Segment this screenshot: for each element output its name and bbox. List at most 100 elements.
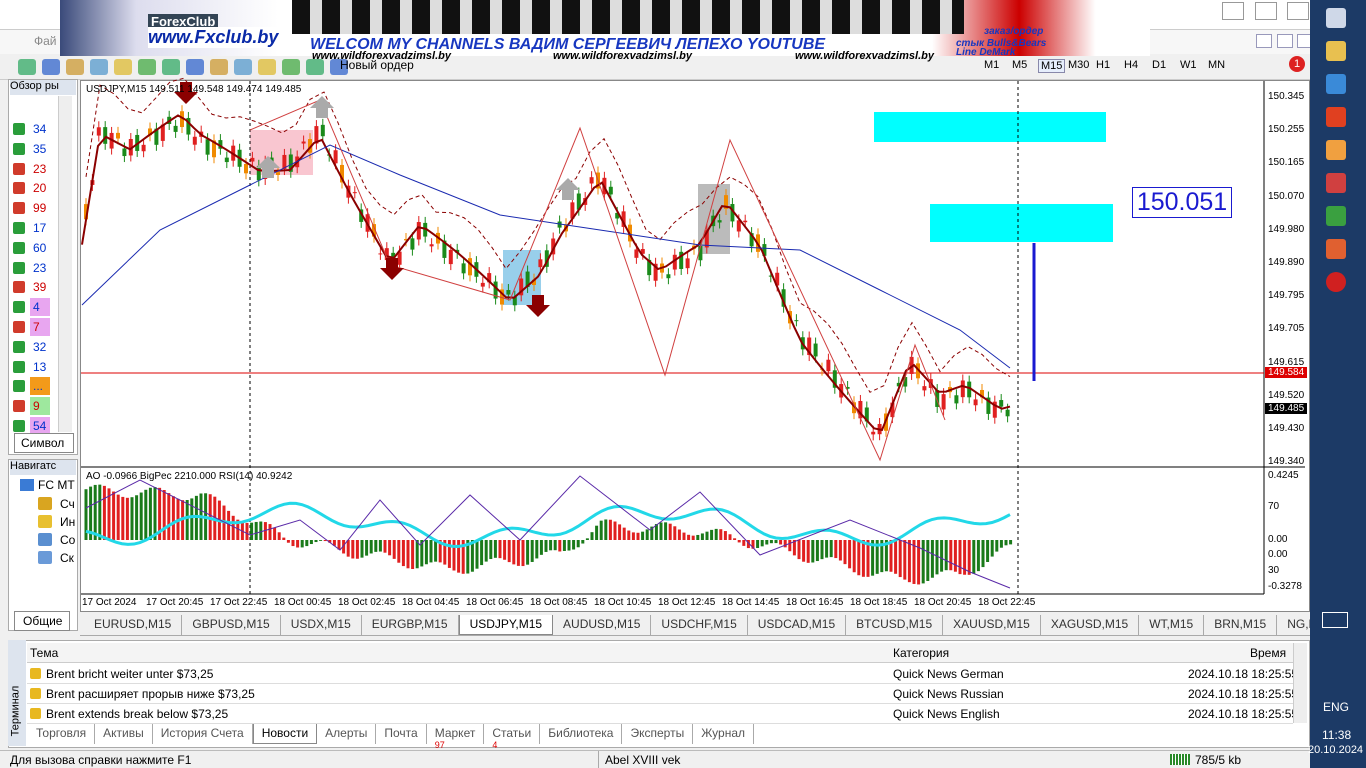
toolbar-icon[interactable] bbox=[186, 59, 204, 75]
tree-item[interactable]: Ин bbox=[60, 515, 76, 529]
ao-bar bbox=[926, 540, 930, 581]
window-button[interactable] bbox=[1222, 2, 1244, 20]
ao-bar bbox=[894, 540, 898, 574]
symbol-tab[interactable]: GBPUSD,M15 bbox=[182, 615, 281, 635]
toolbar-icon[interactable] bbox=[306, 59, 324, 75]
notification-badge[interactable]: 1 bbox=[1289, 56, 1305, 72]
toolbar-icon[interactable] bbox=[138, 59, 156, 75]
ao-bar bbox=[562, 540, 566, 551]
window-button[interactable] bbox=[1277, 34, 1293, 48]
timeframe-button[interactable]: MN bbox=[1208, 59, 1226, 71]
symbol-tab[interactable]: EURGBP,M15 bbox=[362, 615, 459, 635]
symbol-tab[interactable]: USDCAD,M15 bbox=[748, 615, 847, 635]
symbol-tab[interactable]: USDCHF,M15 bbox=[651, 615, 748, 635]
price-tick: 149.615 bbox=[1268, 356, 1305, 368]
ao-bar bbox=[604, 519, 608, 540]
terminal-tab[interactable]: Алерты bbox=[317, 724, 377, 744]
taskbar-icon[interactable] bbox=[1326, 41, 1346, 61]
timeframe-button[interactable]: M30 bbox=[1068, 59, 1090, 71]
timeframe-button[interactable]: W1 bbox=[1180, 59, 1197, 71]
terminal-tab[interactable]: Статьи 4 bbox=[484, 724, 541, 750]
ao-bar bbox=[121, 496, 125, 540]
symbol-tab[interactable]: EURUSD,M15 bbox=[84, 615, 183, 635]
symbol-tab[interactable]: WT,M15 bbox=[1139, 615, 1205, 635]
toolbar-icon[interactable] bbox=[330, 59, 348, 75]
taskbar-lang[interactable]: ENG bbox=[1323, 700, 1350, 714]
news-title[interactable]: Brent extends break below $73,25 bbox=[46, 707, 229, 721]
toolbar-icon[interactable] bbox=[162, 59, 180, 75]
candle-body bbox=[768, 275, 773, 277]
toolbar-icon[interactable] bbox=[234, 59, 252, 75]
banner-url: www.wildforexvadzimsl.by bbox=[795, 50, 934, 62]
window-button[interactable] bbox=[1287, 2, 1309, 20]
symbol-tab[interactable]: BRN,M15 bbox=[1204, 615, 1278, 635]
news-title[interactable]: Brent расширяет прорыв ниже $73,25 bbox=[46, 687, 255, 701]
candle-body bbox=[423, 222, 428, 237]
terminal-tab[interactable]: Новости bbox=[252, 724, 318, 744]
timeframe-button[interactable]: H1 bbox=[1096, 59, 1111, 71]
symbol-tab[interactable]: USDX,M15 bbox=[281, 615, 362, 635]
ao-bar bbox=[999, 540, 1003, 548]
window-button[interactable] bbox=[1255, 2, 1277, 20]
terminal-tab[interactable]: Торговля bbox=[28, 724, 96, 744]
banner-logo: ForexClub bbox=[148, 14, 219, 29]
symbol-tab[interactable]: AUDUSD,M15 bbox=[553, 615, 652, 635]
tree-item[interactable]: Сч bbox=[60, 497, 75, 511]
tree-item[interactable]: Ск bbox=[60, 551, 74, 565]
terminal-tab[interactable]: Журнал bbox=[693, 724, 754, 744]
toolbar-icon[interactable] bbox=[42, 59, 60, 75]
toolbar-icon[interactable] bbox=[66, 59, 84, 75]
panel-tab[interactable]: Общие bbox=[14, 611, 70, 631]
window-button[interactable] bbox=[1256, 34, 1272, 48]
symbol-tab[interactable]: XAGUSD,M15 bbox=[1041, 615, 1140, 635]
tree-item[interactable]: Со bbox=[60, 533, 76, 547]
toolbar-icon[interactable] bbox=[258, 59, 276, 75]
taskbar-icon[interactable] bbox=[1326, 239, 1346, 259]
terminal-tab[interactable]: Почта bbox=[376, 724, 427, 744]
ao-bar bbox=[590, 532, 594, 540]
toolbar-icon[interactable] bbox=[18, 59, 36, 75]
terminal-tab[interactable]: Активы bbox=[95, 724, 153, 744]
terminal-tab[interactable]: Эксперты bbox=[622, 724, 694, 744]
quote-value: 4 bbox=[33, 300, 40, 315]
trend-icon bbox=[13, 162, 25, 175]
symbol-tab[interactable]: USDJPY,M15 bbox=[458, 615, 554, 635]
panel-tab[interactable]: Символ bbox=[14, 433, 74, 453]
taskbar-icon[interactable] bbox=[1326, 74, 1346, 94]
ao-bar bbox=[397, 540, 401, 563]
toolbar-icon[interactable] bbox=[282, 59, 300, 75]
menu-item[interactable]: Фай bbox=[34, 34, 57, 48]
tree-root[interactable]: FC MT bbox=[38, 478, 75, 492]
taskbar-icon[interactable] bbox=[1326, 173, 1346, 193]
timeframe-button[interactable]: H4 bbox=[1124, 59, 1139, 71]
signal-arrow bbox=[526, 295, 550, 317]
terminal-tab[interactable]: Библиотека bbox=[540, 724, 623, 744]
taskbar-icon[interactable] bbox=[1326, 206, 1346, 226]
toolbar-icon[interactable] bbox=[210, 59, 228, 75]
candle-body bbox=[84, 204, 88, 220]
ao-bar bbox=[829, 540, 833, 558]
timeframe-button[interactable]: M15 bbox=[1038, 59, 1066, 73]
taskbar-icon[interactable] bbox=[1326, 8, 1346, 28]
taskbar-icon[interactable] bbox=[1326, 272, 1346, 292]
taskbar-icon[interactable] bbox=[1326, 140, 1346, 160]
timeframe-button[interactable]: M5 bbox=[1012, 59, 1028, 71]
toolbar-icon[interactable] bbox=[90, 59, 108, 75]
ao-bar bbox=[484, 540, 488, 562]
taskbar-icon[interactable] bbox=[1322, 612, 1348, 628]
candle-body bbox=[525, 271, 530, 288]
symbol-tab[interactable]: BTCUSD,M15 bbox=[846, 615, 944, 635]
news-title[interactable]: Brent bricht weiter unter $73,25 bbox=[46, 667, 214, 681]
timeframe-button[interactable]: M1 bbox=[984, 59, 1000, 71]
candle-body bbox=[557, 221, 562, 228]
taskbar-icon[interactable] bbox=[1326, 107, 1346, 127]
ao-bar bbox=[668, 523, 672, 540]
toolbar-icon[interactable] bbox=[114, 59, 132, 75]
timeframe-button[interactable]: D1 bbox=[1152, 59, 1167, 71]
new-order-button[interactable]: Новый ордер bbox=[340, 58, 414, 72]
terminal-tab[interactable]: Маркет 97 bbox=[427, 724, 485, 750]
symbol-tab[interactable]: XAUUSD,M15 bbox=[943, 615, 1041, 635]
terminal-tab[interactable]: История Счета bbox=[153, 724, 253, 744]
ao-bar bbox=[558, 540, 562, 552]
candle-body bbox=[468, 258, 472, 276]
